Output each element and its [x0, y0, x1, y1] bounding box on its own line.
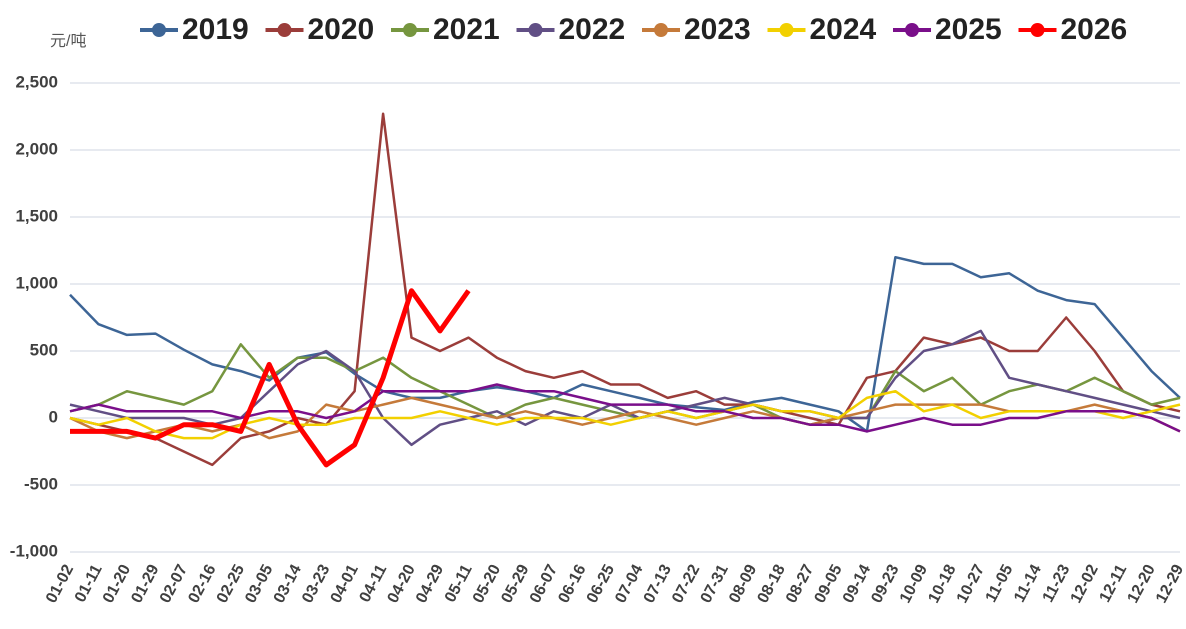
legend-item: 2022: [516, 13, 626, 46]
legend-label: 2019: [182, 13, 249, 46]
y-tick-label: 2,000: [15, 139, 58, 158]
x-tick-label: 10-27: [954, 562, 988, 606]
series-line: [69, 383, 1181, 433]
legend-marker: [779, 23, 794, 37]
y-tick-label: 2,500: [15, 72, 58, 91]
legend-label: 2025: [935, 13, 1002, 46]
legend-item: 2025: [893, 13, 1002, 46]
legend-item: 2020: [265, 13, 375, 46]
y-tick-label: 0: [49, 407, 58, 426]
legend-label: 2021: [433, 13, 500, 46]
legend-label: 2022: [559, 13, 626, 46]
x-tick-label: 01-02: [43, 562, 77, 606]
legend-item: 2019: [140, 13, 249, 46]
x-tick-label: 04-29: [413, 562, 447, 606]
legend-label: 2026: [1061, 13, 1128, 46]
series-line: [69, 329, 1181, 447]
series-line: [69, 255, 1181, 433]
y-tick-label: 500: [30, 340, 58, 359]
x-tick-label: 12-29: [1153, 562, 1186, 606]
y-tick-label: -500: [24, 474, 58, 493]
legend-marker: [905, 23, 919, 37]
legend-item: 2026: [1018, 13, 1128, 46]
legend-label: 2023: [684, 13, 751, 46]
series-line: [69, 112, 1181, 467]
series-line: [70, 288, 471, 468]
legend-item: 2021: [391, 13, 500, 46]
legend-marker: [403, 23, 417, 37]
x-tick-label: 04-01: [328, 562, 362, 606]
legend-marker: [654, 23, 668, 37]
x-tick-label: 12-02: [1068, 562, 1102, 606]
x-tick-label: 11-05: [983, 562, 1017, 605]
legend-label: 2024: [810, 13, 877, 46]
y-tick-label: 1,000: [15, 273, 58, 292]
series-line: [69, 389, 1181, 440]
legend-item: 2023: [642, 13, 751, 46]
x-tick-label: 11-14: [1011, 562, 1045, 605]
legend-marker: [528, 23, 543, 37]
series-line: [69, 396, 1181, 440]
unit-label: 元/吨: [50, 32, 86, 50]
legend-marker: [277, 23, 292, 37]
legend-marker: [152, 23, 166, 37]
legend-marker: [1030, 23, 1045, 37]
legend-label: 2020: [308, 13, 375, 46]
y-tick-label: 1,500: [15, 206, 58, 225]
legend-item: 2024: [767, 13, 877, 46]
y-tick-label: -1,000: [10, 541, 58, 560]
